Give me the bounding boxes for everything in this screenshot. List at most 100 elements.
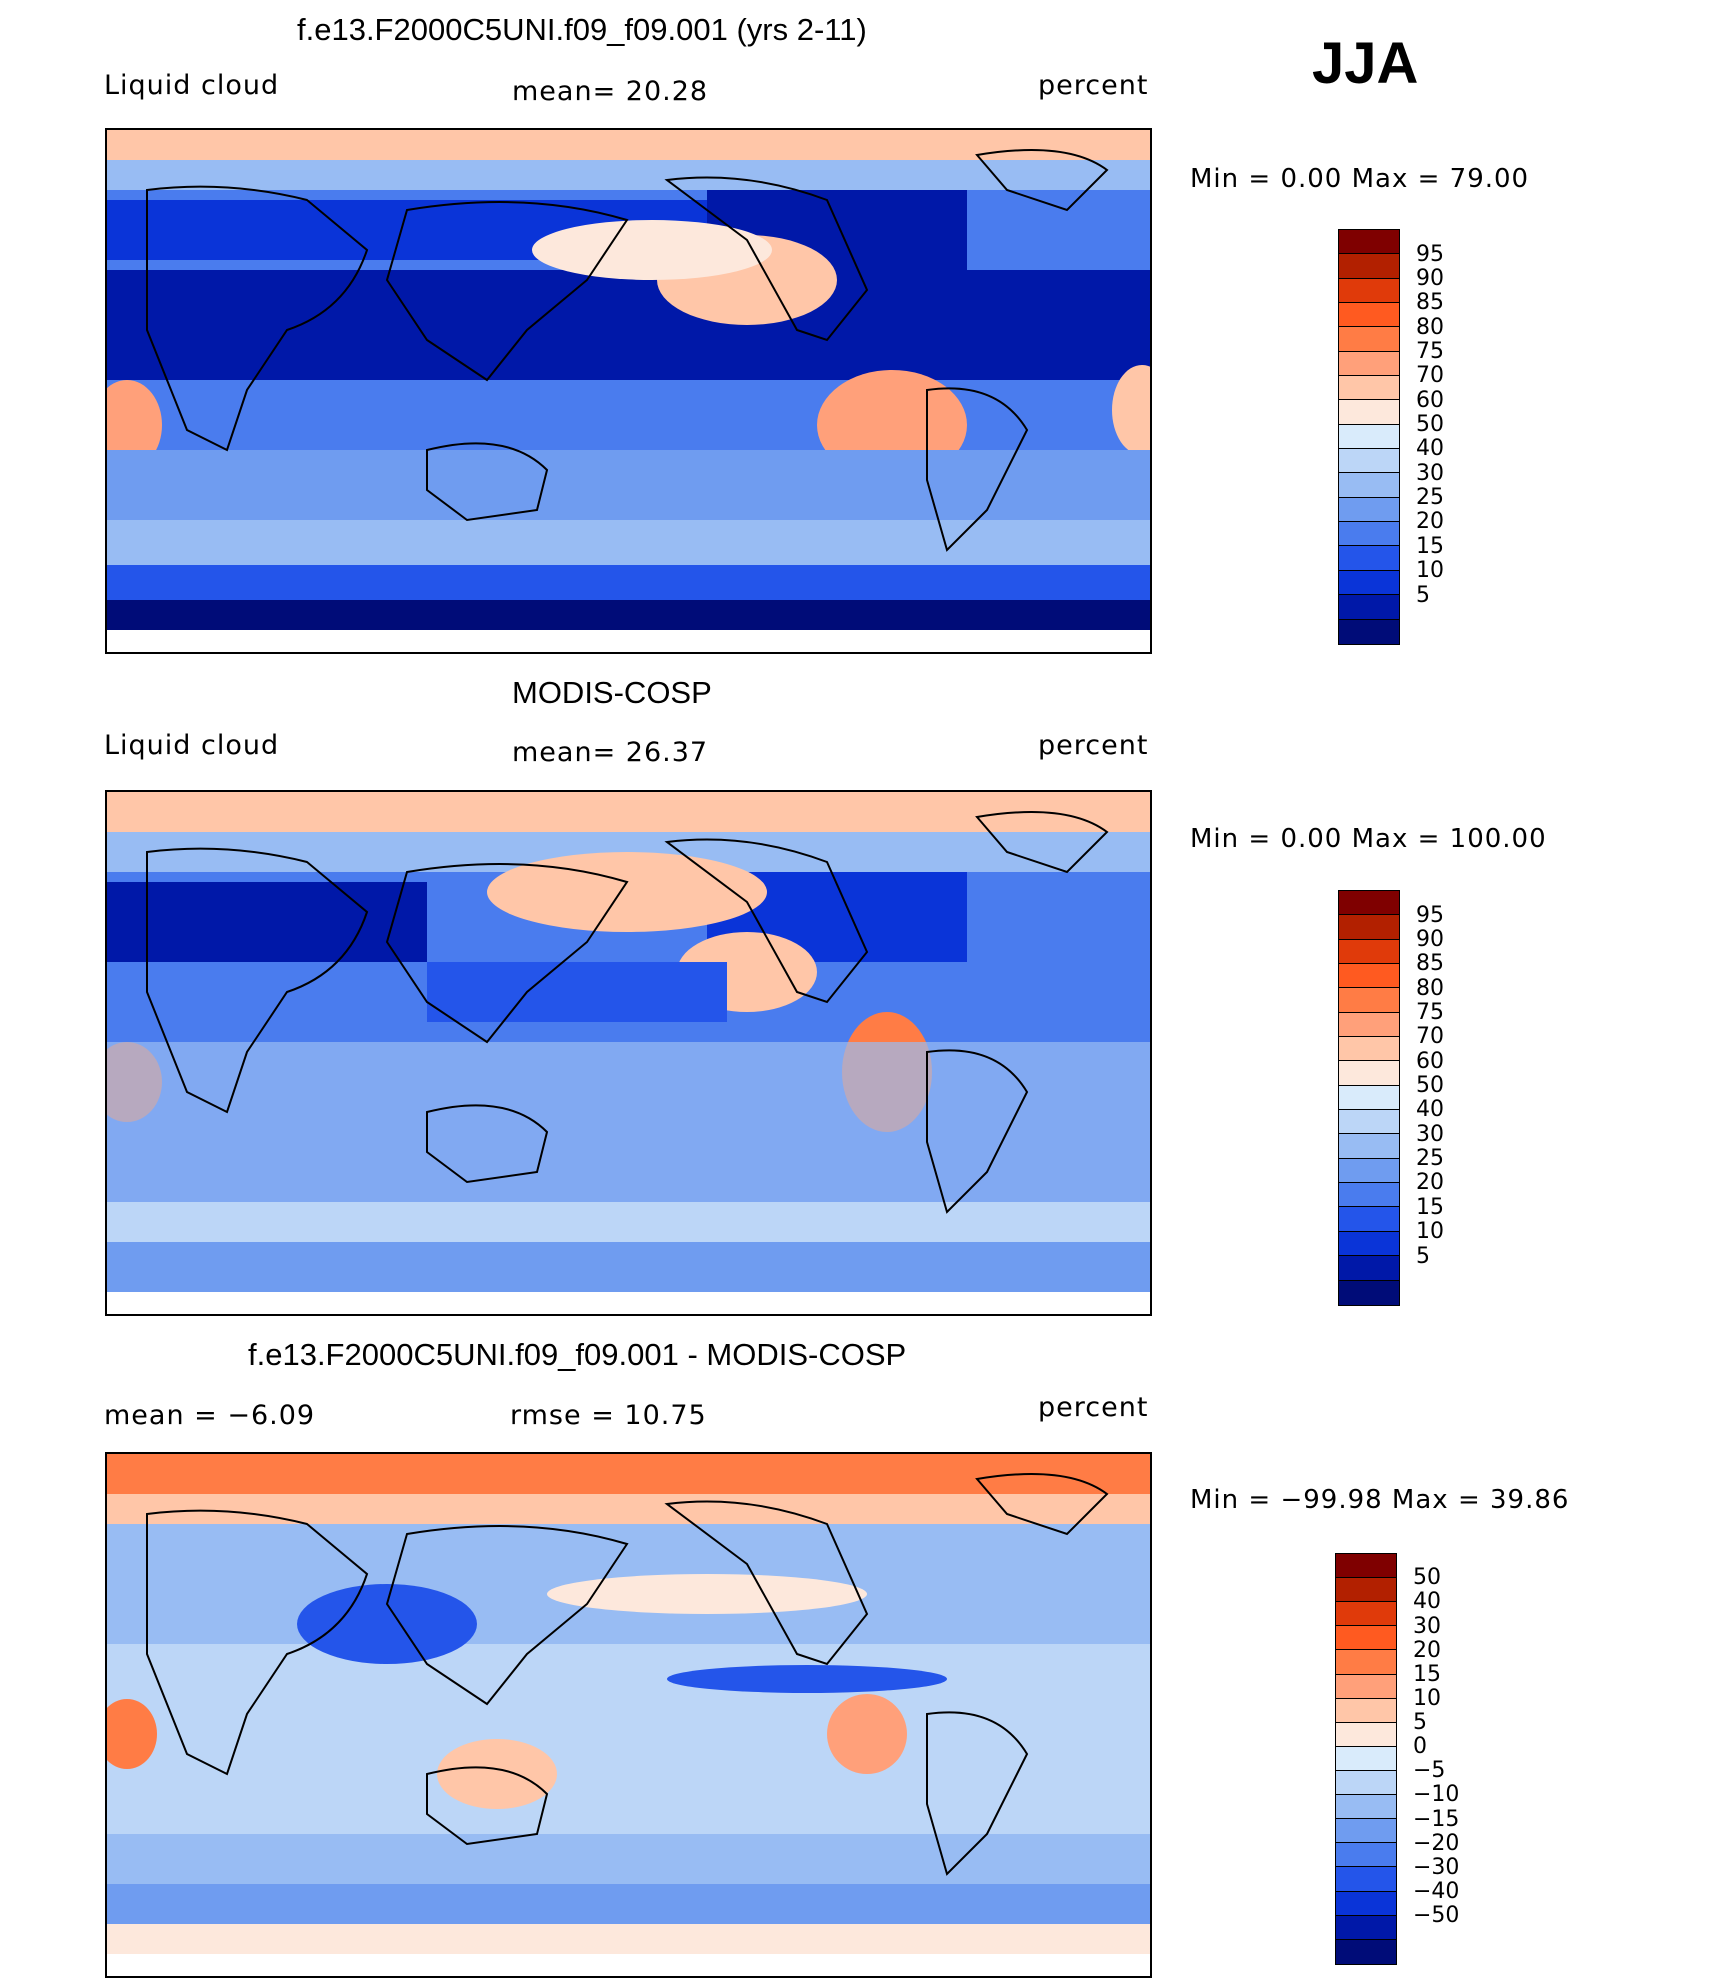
- colorbar-box: [1339, 473, 1399, 498]
- colorbar-box: [1339, 891, 1399, 916]
- colorbar-box: [1339, 570, 1399, 596]
- colorbar-tick-label: 20: [1413, 1637, 1441, 1663]
- colorbar-tick-label: 50: [1413, 1565, 1441, 1591]
- panel-title-obs: MODIS-COSP: [512, 675, 712, 710]
- colorbar-tick-label: 95: [1416, 241, 1444, 267]
- colorbar-box: [1336, 1843, 1396, 1868]
- colorbar-box: [1339, 964, 1399, 989]
- colorbar-box: [1336, 1554, 1396, 1579]
- colorbar-box: [1339, 1183, 1399, 1208]
- colorbar-obs: [1338, 890, 1400, 1306]
- colorbar-diff: [1335, 1553, 1397, 1965]
- colorbar-tick-label: 70: [1416, 363, 1444, 389]
- panel-mean-obs: mean= 26.37: [512, 737, 709, 768]
- panel-units-diff: percent: [1038, 1392, 1149, 1423]
- colorbar-tick-label: 40: [1413, 1589, 1441, 1615]
- colorbar-tick-label: −40: [1413, 1878, 1460, 1904]
- colorbar-box: [1336, 1746, 1396, 1771]
- colorbar-box: [1336, 1674, 1396, 1699]
- colorbar-tick-label: −5: [1413, 1758, 1446, 1784]
- colorbar-tick-label: 80: [1416, 314, 1444, 340]
- colorbar-tick-label: 5: [1416, 582, 1430, 608]
- colorbar-box: [1339, 1110, 1399, 1135]
- colorbar-tick-label: 25: [1416, 485, 1444, 511]
- colorbar-box: [1339, 1207, 1399, 1232]
- colorbar-tick-label: 95: [1416, 902, 1444, 928]
- colorbar-box: [1336, 1722, 1396, 1747]
- panel-left-label-obs: Liquid cloud: [104, 730, 280, 761]
- colorbar-box: [1339, 546, 1399, 571]
- colorbar-box: [1339, 303, 1399, 328]
- colorbar-box: [1336, 1626, 1396, 1651]
- colorbar-tick-label: 5: [1416, 1243, 1430, 1269]
- colorbar-tick-label: 60: [1416, 1048, 1444, 1074]
- colorbar-tick-label: 10: [1416, 1219, 1444, 1245]
- colorbar-tick-label: −50: [1413, 1902, 1460, 1928]
- colorbar-box: [1339, 254, 1399, 279]
- colorbar-box: [1336, 1891, 1396, 1916]
- colorbar-tick-label: 25: [1416, 1146, 1444, 1172]
- colorbar-tick-label: 60: [1416, 387, 1444, 413]
- colorbar-box: [1339, 327, 1399, 352]
- colorbar-box: [1339, 1158, 1399, 1184]
- colorbar-box: [1336, 1602, 1396, 1627]
- map-model-field: [107, 130, 1150, 652]
- colorbar-box: [1339, 1134, 1399, 1159]
- colorbar-box: [1339, 230, 1399, 255]
- panel-left-label-model: Liquid cloud: [104, 70, 280, 101]
- panel-title-model: f.e13.F2000C5UNI.f09_f09.001 (yrs 2-11): [297, 12, 867, 47]
- colorbar-tick-label: 0: [1413, 1734, 1427, 1760]
- panel-units-model: percent: [1038, 70, 1149, 101]
- map-model: [105, 128, 1152, 654]
- map-diff: [105, 1452, 1152, 1978]
- colorbar-tick-label: 20: [1416, 509, 1444, 535]
- panel-mean-model: mean= 20.28: [512, 76, 709, 107]
- colorbar-tick-label: 50: [1416, 1073, 1444, 1099]
- colorbar-box: [1339, 988, 1399, 1013]
- colorbar-tick-label: 75: [1416, 999, 1444, 1025]
- colorbar-tick-label: −15: [1413, 1806, 1460, 1832]
- colorbar-tick-label: 50: [1416, 412, 1444, 438]
- colorbar-box: [1336, 1578, 1396, 1603]
- colorbar-box: [1339, 449, 1399, 474]
- colorbar-tick-label: 80: [1416, 975, 1444, 1001]
- season-label: JJA: [1312, 31, 1419, 96]
- colorbar-model: [1338, 229, 1400, 645]
- colorbar-tick-label: 15: [1416, 1194, 1444, 1220]
- colorbar-tick-label: 40: [1416, 436, 1444, 462]
- colorbar-tick-label: 30: [1416, 460, 1444, 486]
- colorbar-tick-label: 70: [1416, 1024, 1444, 1050]
- colorbar-tick-label: 90: [1416, 926, 1444, 952]
- colorbar-tick-label: 30: [1413, 1613, 1441, 1639]
- panel-mean-diff: mean = −6.09: [104, 1400, 316, 1431]
- colorbar-tick-label: 5: [1413, 1710, 1427, 1736]
- colorbar-tick-label: 85: [1416, 290, 1444, 316]
- colorbar-box: [1336, 1939, 1396, 1964]
- panel-title-diff: f.e13.F2000C5UNI.f09_f09.001 - MODIS-COS…: [248, 1337, 907, 1372]
- colorbar-tick-label: 90: [1416, 265, 1444, 291]
- colorbar-tick-label: 20: [1416, 1170, 1444, 1196]
- map-obs-field: [107, 792, 1150, 1314]
- colorbar-box: [1339, 351, 1399, 377]
- minmax-obs: Min = 0.00 Max = 100.00: [1190, 824, 1547, 854]
- colorbar-box: [1339, 939, 1399, 965]
- colorbar-box: [1339, 424, 1399, 450]
- colorbar-tick-label: −20: [1413, 1830, 1460, 1856]
- colorbar-box: [1339, 1037, 1399, 1062]
- colorbar-box: [1339, 619, 1399, 644]
- colorbar-box: [1339, 400, 1399, 425]
- colorbar-box: [1339, 1280, 1399, 1305]
- colorbar-tick-label: 85: [1416, 951, 1444, 977]
- colorbar-box: [1339, 595, 1399, 620]
- colorbar-tick-label: 40: [1416, 1097, 1444, 1123]
- minmax-diff: Min = −99.98 Max = 39.86: [1190, 1485, 1570, 1515]
- colorbar-box: [1336, 1698, 1396, 1723]
- colorbar-box: [1336, 1867, 1396, 1892]
- colorbar-tick-label: 15: [1413, 1661, 1441, 1687]
- colorbar-box: [1336, 1915, 1396, 1940]
- map-obs: [105, 790, 1152, 1316]
- colorbar-box: [1336, 1770, 1396, 1796]
- map-diff-field: [107, 1454, 1150, 1976]
- colorbar-box: [1339, 497, 1399, 523]
- colorbar-box: [1339, 1256, 1399, 1281]
